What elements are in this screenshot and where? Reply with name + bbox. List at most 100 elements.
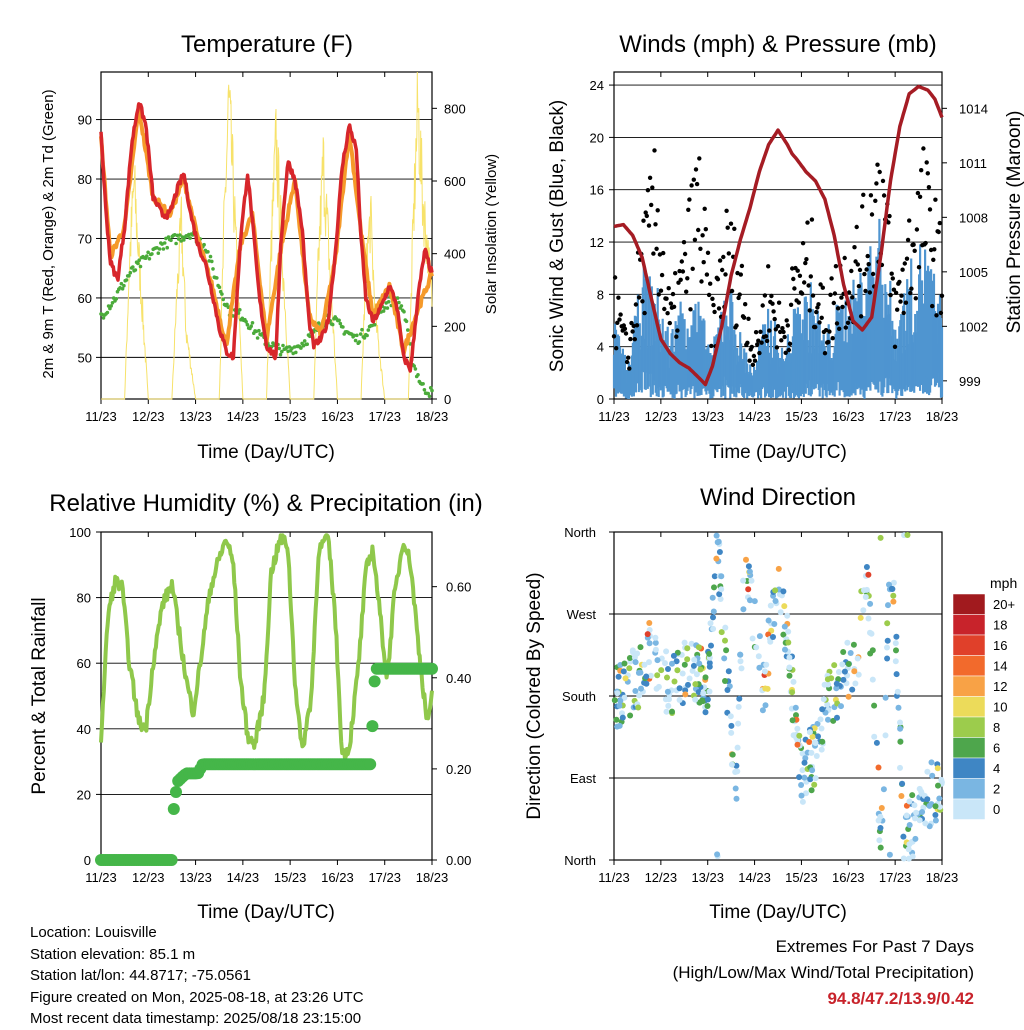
direction-point xyxy=(611,697,618,704)
dewpoint-point xyxy=(430,388,434,393)
direction-point xyxy=(922,820,929,827)
wind-gust-point xyxy=(926,185,932,190)
temperature-ytick-label: 90 xyxy=(78,113,92,128)
winds-xtick-label: 16/23 xyxy=(832,409,865,424)
dewpoint-point xyxy=(105,310,110,315)
direction-point xyxy=(738,665,745,672)
direction-point xyxy=(643,673,650,680)
dewpoint-point xyxy=(157,247,162,251)
direction-point xyxy=(695,689,702,696)
direction-point xyxy=(831,662,838,669)
temperature-y2tick-label: 0 xyxy=(444,392,451,407)
wind-gust-point xyxy=(729,288,735,294)
wind-gust-point xyxy=(877,169,882,175)
direction-point xyxy=(906,841,913,848)
dewpoint-point xyxy=(357,340,362,344)
direction-point xyxy=(780,588,787,595)
direction-point xyxy=(666,696,672,703)
humidity-ytick-label: 40 xyxy=(77,722,91,737)
wind-gust-point xyxy=(644,213,649,219)
direction-point xyxy=(869,676,876,683)
direction-point xyxy=(702,709,709,716)
direction-point xyxy=(851,668,858,675)
dewpoint-point xyxy=(217,285,222,290)
wind-gust-point xyxy=(673,271,678,276)
wind-gust-point xyxy=(776,300,782,305)
created-text: Figure created on Mon, 2025-08-18, at 23… xyxy=(30,988,364,1006)
wind-gust-point xyxy=(819,315,824,320)
direction-point xyxy=(663,708,670,715)
direction-point xyxy=(716,549,723,555)
temperature-ytick-label: 80 xyxy=(78,172,92,187)
direction-point xyxy=(674,667,681,674)
dewpoint-point xyxy=(188,236,192,240)
wind-gust-point xyxy=(615,320,620,325)
direction-point xyxy=(762,702,769,709)
direction-point xyxy=(636,692,643,699)
direction-point xyxy=(906,822,913,828)
direction-point xyxy=(765,631,772,638)
temp-2m-line xyxy=(99,102,434,373)
direction-point xyxy=(663,648,670,655)
direction-point xyxy=(867,650,874,657)
wind-gust-point xyxy=(875,162,880,167)
wind-gust-point xyxy=(787,341,793,346)
direction-point xyxy=(765,617,772,624)
winds-y2tick-label: 999 xyxy=(959,374,981,389)
wind-gust-point xyxy=(692,237,698,242)
wind-gust-point xyxy=(773,327,778,332)
wind-gust-point xyxy=(892,344,898,349)
direction-point xyxy=(652,634,659,641)
wind-gust-point xyxy=(614,346,619,351)
direction-point xyxy=(729,751,736,758)
direction-point xyxy=(673,658,680,665)
wind-gust-point xyxy=(814,309,819,315)
dewpoint-point xyxy=(101,316,106,320)
direction-point xyxy=(690,662,697,669)
wind-gust-point xyxy=(827,329,832,334)
wind-gust-point xyxy=(706,292,712,298)
direction-point xyxy=(695,644,702,651)
direction-point xyxy=(781,623,788,630)
direction-point xyxy=(849,686,856,693)
wind-gust-point xyxy=(647,175,653,180)
wind-gust-point xyxy=(782,334,787,340)
wind-gust-point xyxy=(674,334,679,339)
dewpoint-point xyxy=(182,238,186,242)
dewpoint-point xyxy=(402,309,406,314)
wind-gust-point xyxy=(914,227,920,232)
legend-label: 14 xyxy=(993,659,1007,674)
direction-point xyxy=(664,688,671,695)
wind-gust-point xyxy=(886,220,891,225)
humidity-y2tick-label: 0.60 xyxy=(446,580,471,595)
wind-gust-point xyxy=(633,302,639,307)
wind-gust-point xyxy=(746,316,751,321)
legend-label: 10 xyxy=(993,700,1007,715)
wind-gust-point xyxy=(805,220,810,225)
wind-gust-point xyxy=(858,314,864,319)
wind-gust-point xyxy=(840,304,845,310)
direction-point xyxy=(885,602,891,609)
wind-gust-point xyxy=(813,324,818,330)
wind-gust-point xyxy=(932,247,937,252)
wind-gust-point xyxy=(785,323,790,328)
direction-point xyxy=(906,798,913,805)
wind-gust-point xyxy=(618,312,623,317)
dewpoint-point xyxy=(131,265,135,269)
dewpoint-point xyxy=(385,306,390,310)
dewpoint-point xyxy=(395,296,400,300)
direction-ytick-label: North xyxy=(564,525,596,540)
humidity-ytick-label: 100 xyxy=(69,525,91,540)
wind-gust-point xyxy=(939,293,945,298)
wind-gust-point xyxy=(784,318,789,323)
extremes-title: Extremes For Past 7 Days xyxy=(775,937,974,956)
direction-point xyxy=(903,812,910,819)
direction-point xyxy=(740,577,747,584)
wind-gust-point xyxy=(771,309,776,314)
wind-gust-point xyxy=(682,251,688,257)
direction-point xyxy=(759,707,766,714)
direction-point xyxy=(714,851,721,858)
legend-label: 2 xyxy=(993,782,1000,797)
wind-gust-point xyxy=(936,229,941,235)
latlon-text: Station lat/lon: 44.8717; -75.0561 xyxy=(30,967,252,984)
